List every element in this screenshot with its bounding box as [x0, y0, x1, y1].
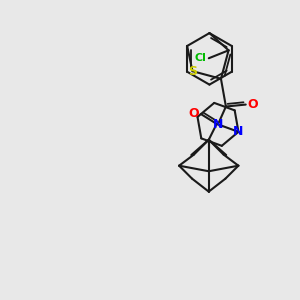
Text: O: O — [248, 98, 258, 111]
Text: S: S — [188, 65, 197, 78]
Text: Cl: Cl — [195, 53, 207, 63]
Text: N: N — [213, 118, 223, 131]
Text: O: O — [189, 107, 199, 121]
Text: N: N — [233, 125, 244, 138]
